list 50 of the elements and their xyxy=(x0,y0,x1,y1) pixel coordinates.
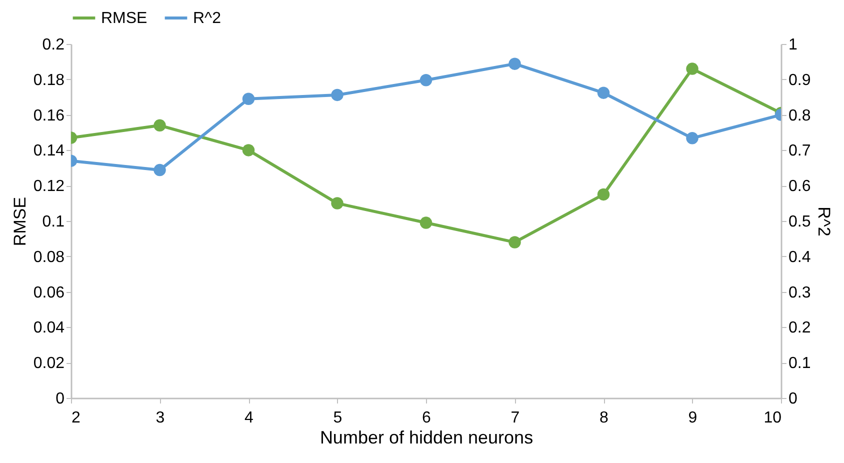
y-tick-label: 0.04 xyxy=(33,320,65,337)
x-tick-label: 4 xyxy=(244,410,254,426)
x-tick-label: 7 xyxy=(510,410,520,426)
y-tick-label: 0.2 xyxy=(42,36,65,54)
point xyxy=(597,86,610,99)
legend-label: RMSE xyxy=(101,10,148,27)
y2-tick-label: 0.6 xyxy=(788,178,811,196)
point xyxy=(597,188,610,201)
point xyxy=(331,88,344,102)
y-tick-label: 0.14 xyxy=(33,142,65,160)
point xyxy=(242,144,255,156)
y-tick-label: 0.08 xyxy=(33,248,65,266)
x-tick-label: 6 xyxy=(422,410,432,426)
legend-label: R^2 xyxy=(193,10,222,27)
x-tick-label: 5 xyxy=(333,410,342,426)
x-tick-label: 10 xyxy=(764,410,782,426)
y-tick-label: 0 xyxy=(56,390,65,408)
x-axis-title: Number of hidden neurons xyxy=(320,428,534,448)
point xyxy=(420,74,432,86)
y2-tick-label: 0.8 xyxy=(788,107,811,124)
y-tick-label: 0.02 xyxy=(33,355,65,372)
y2-tick-label: 0.3 xyxy=(788,284,811,302)
y-tick-label: 0.12 xyxy=(33,178,65,196)
x-tick-label: 8 xyxy=(600,410,609,426)
point xyxy=(242,92,255,105)
point xyxy=(686,62,698,75)
x-tick-label: 2 xyxy=(72,410,80,426)
point xyxy=(508,58,521,70)
point xyxy=(331,197,344,210)
point xyxy=(154,119,166,132)
y2-tick-label: 0.7 xyxy=(788,142,811,160)
y2-tick-label: 0.1 xyxy=(788,355,811,372)
y2-tick-label: 0 xyxy=(788,390,798,408)
y-tick-label: 0.16 xyxy=(33,107,65,124)
point xyxy=(508,236,521,248)
y2-tick-label: 0.9 xyxy=(788,72,811,89)
point xyxy=(686,132,698,144)
y2-axis-title: R^2 xyxy=(814,206,834,236)
y2-tick-label: 1 xyxy=(788,36,798,54)
x-tick-label: 3 xyxy=(156,410,165,426)
y-tick-label: 0.1 xyxy=(42,214,65,230)
y-tick-label: 0.18 xyxy=(33,72,65,89)
point xyxy=(420,216,432,229)
y2-tick-label: 0.2 xyxy=(788,320,811,337)
x-tick-label: 9 xyxy=(688,410,698,426)
y-axis-title: RMSE xyxy=(10,196,30,246)
point xyxy=(154,164,166,176)
y-tick-label: 0.06 xyxy=(33,284,65,302)
y2-tick-label: 0.4 xyxy=(788,248,811,266)
y2-tick-label: 0.5 xyxy=(788,214,811,230)
